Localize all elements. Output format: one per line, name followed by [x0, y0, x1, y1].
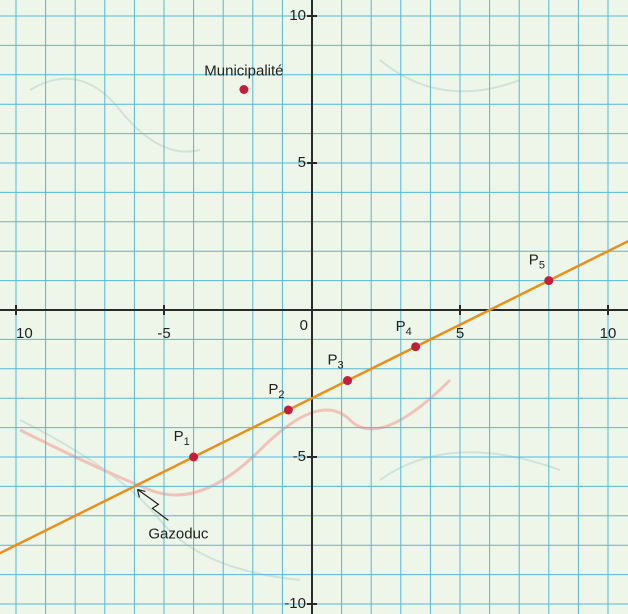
- point-label-name: P: [396, 318, 406, 335]
- point-label: P2: [268, 381, 284, 401]
- point-label-sub: 5: [539, 260, 545, 272]
- point-label-name: P: [174, 428, 184, 445]
- point-label-sub: 3: [338, 359, 344, 371]
- point-label: P5: [529, 252, 545, 272]
- point: [189, 452, 199, 462]
- gas-pipeline: [0, 239, 628, 555]
- annotation-label: Gazoduc: [148, 525, 209, 542]
- y-tick-label: 10: [289, 7, 306, 24]
- point-label: P3: [328, 352, 344, 372]
- y-tick-label: 5: [298, 154, 306, 171]
- x-tick-label: 5: [456, 325, 464, 342]
- point-label: Municipalité: [204, 62, 283, 79]
- x-tick-label: -5: [157, 325, 170, 342]
- point: [283, 405, 293, 415]
- point: [544, 276, 554, 286]
- point-label: P4: [396, 318, 412, 338]
- y-tick-label: -5: [293, 448, 306, 465]
- point-label-name: P: [328, 352, 338, 369]
- x-tick-label: 10: [600, 325, 617, 342]
- annotation-arrow: [136, 488, 169, 521]
- y-tick-label: -10: [284, 595, 306, 612]
- point-label: P1: [174, 428, 190, 448]
- point-label-name: P: [268, 381, 278, 398]
- point-label-name: P: [529, 252, 539, 269]
- point-label-sub: 1: [184, 436, 190, 448]
- x-tick-label: 10: [16, 325, 33, 342]
- point: [411, 342, 421, 352]
- map-contours: [19, 59, 561, 581]
- point-label-sub: 4: [406, 326, 412, 338]
- origin-label: 0: [300, 317, 308, 334]
- point-label-sub: 2: [278, 389, 284, 401]
- map-road: [19, 378, 452, 497]
- point: [343, 376, 353, 386]
- point: [239, 85, 249, 94]
